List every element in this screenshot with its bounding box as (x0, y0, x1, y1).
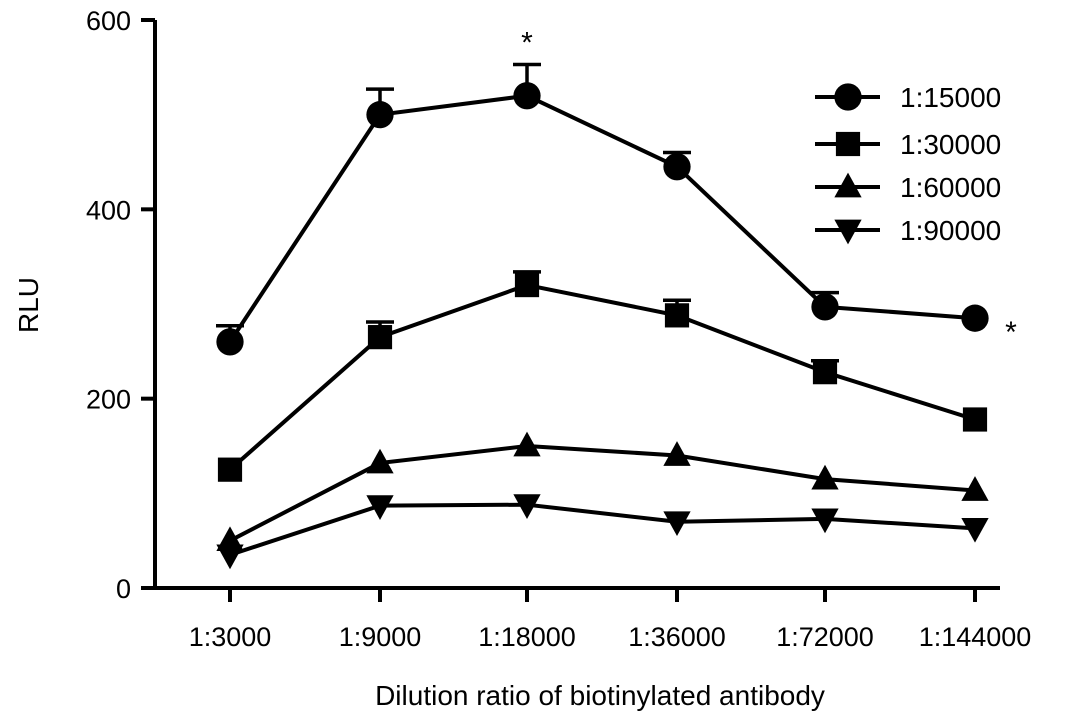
data-point (811, 508, 839, 534)
legend-marker (834, 219, 862, 245)
data-point (663, 153, 691, 181)
axes: 0 200 400 600 1:3000 1:9000 1:18000 1:36000 1:72… (86, 6, 1031, 652)
series-1-60000 (216, 431, 989, 552)
x-tick-label: 1:72000 (776, 622, 874, 652)
data-point (663, 511, 691, 537)
legend-item: 1:15000 (815, 82, 1001, 113)
y-axis-title: RLU (13, 277, 44, 333)
data-point (961, 304, 989, 332)
data-point (216, 544, 244, 570)
series-1-90000 (216, 494, 989, 570)
data-point (811, 293, 839, 321)
series-1-30000 (217, 270, 988, 482)
significance-annotation: * (521, 26, 533, 59)
series-line (229, 502, 976, 557)
data-point (367, 325, 393, 350)
series-line (228, 283, 976, 472)
data-point (216, 328, 244, 356)
y-tick-label: 0 (116, 574, 131, 604)
x-tick-label: 1:36000 (628, 622, 726, 652)
data-point (664, 303, 690, 328)
x-tick-label: 1:3000 (189, 622, 272, 652)
legend-item: 1:90000 (815, 215, 1001, 246)
data-point (513, 431, 541, 457)
data-point (962, 407, 988, 432)
x-tick-label: 1:9000 (339, 622, 422, 652)
data-point (812, 360, 838, 385)
x-tick-label: 1:144000 (919, 622, 1032, 652)
legend-marker (835, 131, 861, 157)
data-point (811, 464, 839, 490)
data-point (663, 441, 691, 466)
x-tick-label: 1:18000 (478, 622, 576, 652)
series-line (229, 444, 976, 543)
series-1-15000 (216, 62, 989, 356)
legend-label: 1:90000 (900, 215, 1001, 246)
data-point (513, 494, 541, 520)
significance-annotation: * (1005, 316, 1017, 349)
legend: 1:15000 1:30000 1:60000 1:90000 (815, 82, 1001, 246)
legend-marker (834, 172, 862, 198)
data-point (366, 101, 394, 129)
legend-label: 1:30000 (900, 129, 1001, 160)
legend-label: 1:15000 (900, 82, 1001, 113)
y-tick-label: 600 (86, 6, 131, 36)
legend-item: 1:60000 (815, 172, 1001, 203)
series-layer: ** (216, 26, 1017, 570)
y-tick-label: 400 (86, 195, 131, 225)
y-tick-label: 200 (86, 385, 131, 415)
x-axis-title: Dilution ratio of biotinylated antibody (375, 680, 825, 711)
series-line (228, 93, 976, 343)
data-point (513, 82, 541, 110)
data-point (961, 476, 989, 501)
data-point (366, 448, 394, 474)
data-point (514, 272, 540, 298)
legend-item: 1:30000 (815, 129, 1001, 160)
legend-label: 1:60000 (900, 172, 1001, 203)
data-point (217, 457, 243, 482)
data-point (961, 517, 989, 543)
data-point (366, 495, 394, 520)
legend-marker (834, 83, 862, 111)
